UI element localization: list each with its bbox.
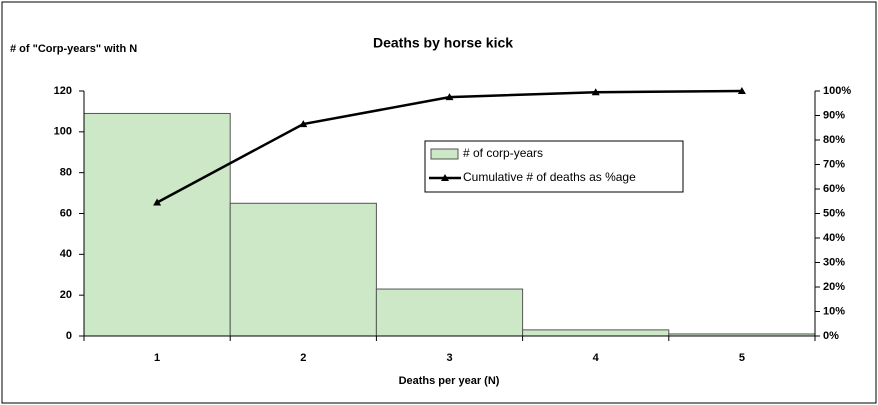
y-tick-label: 60	[60, 207, 72, 219]
legend-label: Cumulative # of deaths as %age	[463, 170, 636, 184]
legend-label: # of corp-years	[463, 146, 543, 160]
y-tick-label: 100	[54, 126, 72, 138]
y-tick-label: 0	[66, 330, 72, 342]
y2-tick-label: 20%	[823, 281, 845, 293]
line-marker	[445, 93, 454, 101]
y2-tick-label: 90%	[823, 109, 845, 121]
y-tick-label: 120	[54, 85, 72, 97]
y-tick-label: 20	[60, 289, 72, 301]
chart-title: Deaths by horse kick	[373, 35, 513, 51]
x-tick-label: 3	[446, 352, 452, 364]
y-tick-label: 40	[60, 248, 72, 260]
bar	[229, 202, 377, 337]
line-marker	[591, 88, 600, 96]
legend-box	[424, 140, 684, 193]
x-axis-title: Deaths per year (N)	[399, 375, 500, 387]
y2-tick-label: 0%	[823, 330, 839, 342]
legend-swatch	[430, 148, 459, 160]
y2-tick-label: 100%	[823, 85, 851, 97]
y2-tick-label: 50%	[823, 207, 845, 219]
legend-marker	[441, 174, 449, 181]
line-marker	[153, 198, 162, 206]
y-tick-label: 80	[60, 167, 72, 179]
y2-tick-label: 10%	[823, 305, 845, 317]
y2-tick-label: 80%	[823, 134, 845, 146]
bar	[83, 112, 231, 337]
y2-tick-label: 30%	[823, 256, 845, 268]
bar	[522, 329, 670, 337]
y2-tick-label: 60%	[823, 183, 845, 195]
x-tick-label: 2	[300, 352, 306, 364]
x-tick-label: 1	[154, 352, 160, 364]
x-tick-label: 5	[739, 352, 745, 364]
bar	[375, 288, 524, 337]
y2-tick-label: 70%	[823, 158, 845, 170]
y-axis-title: # of "Corp-years" with N	[10, 43, 137, 55]
x-tick-label: 4	[593, 352, 600, 364]
y2-tick-label: 40%	[823, 232, 845, 244]
line-marker	[299, 120, 308, 128]
line-marker	[737, 87, 746, 94]
